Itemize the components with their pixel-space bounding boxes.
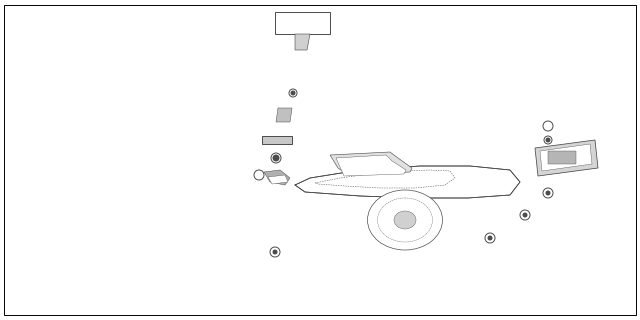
Bar <box>548 151 576 164</box>
Circle shape <box>273 155 279 161</box>
Circle shape <box>523 213 527 217</box>
Polygon shape <box>295 166 520 198</box>
Text: 94266E<LH>: 94266E<LH> <box>444 161 495 170</box>
Circle shape <box>546 138 550 142</box>
Text: 94251E<LH>: 94251E<LH> <box>82 71 133 81</box>
Circle shape <box>291 91 295 95</box>
Polygon shape <box>295 34 310 50</box>
Polygon shape <box>285 192 530 272</box>
Bar <box>262 136 292 144</box>
Text: W140024: W140024 <box>278 19 314 28</box>
Bar <box>275 12 330 34</box>
Text: removed in June , 2010.: removed in June , 2010. <box>415 287 506 297</box>
Polygon shape <box>535 140 598 176</box>
Polygon shape <box>268 175 288 184</box>
Text: 94286E: 94286E <box>173 135 202 145</box>
Polygon shape <box>264 170 290 185</box>
Text: 94223A<LH>: 94223A<LH> <box>35 146 87 155</box>
Polygon shape <box>330 152 412 175</box>
Ellipse shape <box>378 198 433 242</box>
Text: FIG.607: FIG.607 <box>82 188 111 197</box>
Text: 94280AA: 94280AA <box>444 122 479 131</box>
Text: 94223 <RH>: 94223 <RH> <box>35 135 85 145</box>
Text: FRONT: FRONT <box>395 261 421 270</box>
Text: *The clip of the middle was: *The clip of the middle was <box>415 277 520 286</box>
Text: R920051: R920051 <box>196 89 230 98</box>
Circle shape <box>488 236 492 240</box>
Polygon shape <box>540 144 592 171</box>
Text: FIG.833: FIG.833 <box>425 211 454 220</box>
Text: 62282B<LH>: 62282B<LH> <box>173 116 225 124</box>
Text: 84985B: 84985B <box>173 154 202 163</box>
Circle shape <box>546 191 550 195</box>
Polygon shape <box>276 108 292 122</box>
Text: Q530033: Q530033 <box>35 171 70 180</box>
Text: W130105: W130105 <box>82 247 118 257</box>
Text: A941001223: A941001223 <box>581 303 630 313</box>
Circle shape <box>273 250 277 254</box>
Text: 0451S*A: 0451S*A <box>454 135 487 145</box>
Text: W100022: W100022 <box>444 188 481 197</box>
Ellipse shape <box>394 211 416 229</box>
Text: 62282A<RH>: 62282A<RH> <box>173 106 226 115</box>
Polygon shape <box>336 155 406 176</box>
Ellipse shape <box>367 190 442 250</box>
Text: 94251D<RH>: 94251D<RH> <box>82 61 136 70</box>
Text: 94266D<RH>: 94266D<RH> <box>444 150 498 159</box>
Text: 0451S*A: 0451S*A <box>345 234 378 243</box>
